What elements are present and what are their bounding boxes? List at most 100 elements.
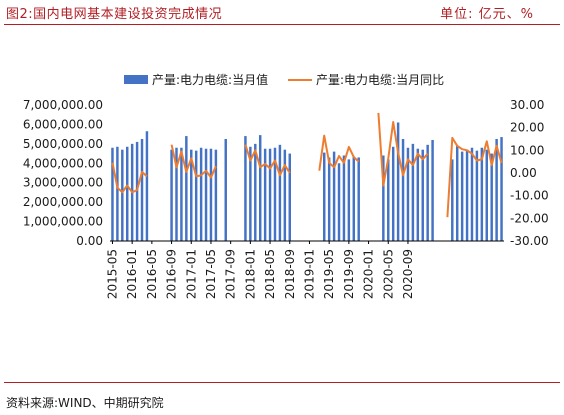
bar bbox=[337, 163, 341, 241]
top-divider bbox=[4, 24, 560, 25]
source-note: 资料来源:WIND、中期研究院 bbox=[6, 396, 164, 410]
right-tick-label: -10.00 bbox=[510, 189, 549, 203]
bar bbox=[455, 145, 459, 241]
bar bbox=[244, 136, 247, 241]
bar bbox=[175, 147, 178, 241]
bar bbox=[391, 146, 395, 241]
bar bbox=[199, 147, 203, 241]
line-segment bbox=[244, 144, 291, 177]
line-segment bbox=[318, 134, 360, 171]
left-tick-label: 3,000,000.00 bbox=[23, 176, 103, 190]
bar bbox=[224, 139, 227, 241]
line-segment bbox=[111, 162, 148, 194]
line-segment bbox=[170, 144, 217, 179]
bar bbox=[263, 148, 267, 241]
bar bbox=[342, 155, 346, 241]
x-tick-label: 2017-01 bbox=[184, 249, 198, 299]
x-tick-label: 2018-09 bbox=[283, 249, 297, 299]
bar bbox=[204, 148, 208, 241]
bar bbox=[214, 149, 218, 241]
bar bbox=[327, 157, 331, 241]
bar bbox=[258, 135, 262, 241]
bar bbox=[249, 146, 252, 241]
bar bbox=[180, 147, 183, 241]
bar bbox=[111, 147, 114, 241]
bar bbox=[357, 157, 360, 241]
left-tick-label: 7,000,000.00 bbox=[23, 98, 103, 112]
bar bbox=[382, 155, 385, 241]
right-tick-label: 0.00 bbox=[510, 166, 537, 180]
figure-title: 图2:国内电网基本建设投资完成情况 bbox=[6, 7, 223, 22]
bar bbox=[495, 139, 498, 241]
bar bbox=[475, 150, 479, 241]
bar bbox=[451, 159, 454, 241]
left-tick-label: 5,000,000.00 bbox=[23, 137, 103, 151]
bar bbox=[126, 146, 129, 241]
x-tick-label: 2020-09 bbox=[401, 249, 415, 299]
bar bbox=[480, 147, 484, 241]
bar bbox=[323, 152, 326, 241]
x-tick-label: 2016-09 bbox=[165, 249, 179, 299]
chart: 产量:电力电缆:当月值 产量:电力电缆:当月同比 0.00 1,000,000.00… bbox=[23, 72, 549, 299]
left-tick-label: 4,000,000.00 bbox=[23, 156, 103, 170]
bar bbox=[416, 148, 420, 241]
bar bbox=[194, 150, 198, 241]
header: 图2:国内电网基本建设投资完成情况 单位: 亿元、% bbox=[0, 0, 564, 24]
bar bbox=[470, 147, 474, 241]
bar bbox=[185, 136, 188, 241]
bottom-divider bbox=[4, 382, 560, 383]
bar bbox=[209, 148, 213, 241]
right-tick-label: 30.00 bbox=[510, 98, 544, 112]
left-tick-label: 1,000,000.00 bbox=[23, 215, 103, 229]
left-y-axis: 0.00 1,000,000.00 2,000,000.00 3,000,000.00… bbox=[23, 98, 103, 248]
x-axis: 2015-05 2016-01 2016-05 2016-09 2017-01 2017-… bbox=[105, 240, 504, 299]
bar bbox=[352, 156, 356, 241]
bar bbox=[170, 149, 173, 241]
bar bbox=[421, 149, 424, 241]
x-tick-label: 2019-05 bbox=[322, 249, 336, 299]
bar bbox=[460, 151, 464, 241]
left-tick-label: 6,000,000.00 bbox=[23, 117, 103, 131]
bar bbox=[116, 146, 119, 241]
x-tick-label: 2017-09 bbox=[224, 249, 238, 299]
unit-label: 单位: 亿元、% bbox=[440, 7, 534, 22]
bar bbox=[135, 141, 139, 241]
bar bbox=[283, 149, 287, 241]
bar bbox=[387, 159, 390, 241]
bar bbox=[426, 144, 429, 241]
left-tick-label: 0.00 bbox=[76, 234, 103, 248]
legend-bar-label: 产量:电力电缆:当月值 bbox=[152, 72, 268, 87]
right-tick-label: -30.00 bbox=[510, 234, 549, 248]
right-tick-label: 20.00 bbox=[510, 121, 544, 135]
line-series bbox=[111, 112, 503, 218]
x-tick-label: 2020-01 bbox=[362, 249, 376, 299]
line-segment bbox=[377, 112, 429, 187]
x-tick-label: 2019-01 bbox=[302, 249, 316, 299]
x-tick-label: 2018-01 bbox=[243, 249, 257, 299]
x-tick-label: 2017-05 bbox=[204, 249, 218, 299]
bar bbox=[406, 147, 410, 241]
bar bbox=[273, 147, 277, 241]
right-tick-label: 10.00 bbox=[510, 143, 544, 157]
bar bbox=[140, 139, 144, 241]
line-segment bbox=[446, 136, 503, 218]
bar bbox=[411, 143, 415, 241]
legend: 产量:电力电缆:当月值 产量:电力电缆:当月同比 bbox=[124, 72, 444, 87]
left-tick-label: 2,000,000.00 bbox=[23, 195, 103, 209]
bar bbox=[431, 139, 434, 241]
bar bbox=[268, 148, 272, 241]
right-tick-label: -20.00 bbox=[510, 211, 549, 225]
x-tick-label: 2015-05 bbox=[105, 249, 119, 299]
bar bbox=[254, 143, 257, 241]
right-y-axis: -30.00 -20.00 -10.00 0.00 10.00 20.00 30.00 bbox=[510, 98, 549, 248]
bar bbox=[465, 149, 469, 241]
bar bbox=[121, 149, 124, 241]
x-tick-label: 2016-01 bbox=[125, 249, 139, 299]
bar bbox=[145, 131, 149, 241]
bar bbox=[332, 151, 336, 241]
bar bbox=[190, 149, 193, 241]
bar bbox=[288, 153, 291, 241]
bar-series bbox=[111, 122, 503, 241]
bar bbox=[490, 153, 493, 241]
bar bbox=[278, 144, 282, 241]
